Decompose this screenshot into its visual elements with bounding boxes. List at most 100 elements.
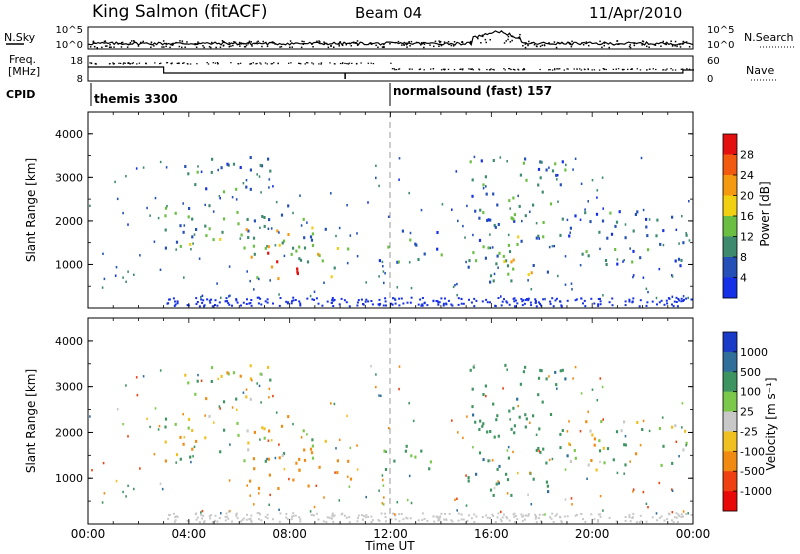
noise-search-point [450,44,453,47]
data-cell [505,516,508,518]
data-cell [299,302,302,305]
data-cell [417,303,420,306]
noise-search-point [311,43,313,45]
data-cell [378,489,380,492]
data-cell [574,365,577,369]
noise-tick-high-right: 10^5 [707,25,734,36]
data-cell [606,447,610,451]
nave-point [630,68,632,70]
data-cell [127,270,129,273]
data-cell [675,296,678,299]
data-cell [614,224,617,228]
data-cell [440,253,443,257]
data-cell [506,264,510,268]
data-cell [548,375,550,378]
data-cell [248,302,251,305]
data-cell [584,208,586,211]
data-cell [249,302,252,304]
data-cell [524,413,527,417]
nave-point [370,62,372,64]
data-cell [527,514,530,517]
noise-search-point [438,40,440,42]
noise-search-point [641,44,643,46]
data-cell [492,515,495,517]
noise-search-point [383,43,385,46]
data-cell [608,301,611,304]
data-cell [222,400,226,404]
noise-search-point [230,45,232,47]
nave-point [655,68,657,71]
noise-search-point [150,41,153,43]
data-cell [468,259,471,263]
velocity-colorbar-label: Velocity [m s⁻¹] [764,377,778,470]
data-cell [551,245,554,248]
data-cell [493,486,496,490]
data-cell [545,168,548,172]
data-cell [685,513,688,515]
data-cell [582,518,584,521]
noise-search-point [194,43,196,46]
data-cell [214,299,217,302]
data-cell [261,426,264,430]
data-cell [622,260,624,263]
data-cell [198,521,201,524]
nave-point [346,63,348,65]
data-cell [671,489,674,492]
cpid-row: CPID themis 3300 normalsound (fast) 157 [6,83,552,106]
data-cell [193,233,196,236]
data-cell [91,469,93,472]
data-cell [516,518,519,521]
data-cell [103,277,106,281]
data-cell [378,275,380,278]
data-cell [587,200,589,203]
data-cell [570,282,573,285]
data-cell [179,244,182,248]
data-cell [211,305,214,308]
colorbar-swatch [723,257,737,278]
nave-point [468,68,470,70]
data-cell [455,170,458,173]
data-cell [217,168,219,172]
nave-tick-low: 0 [707,74,713,85]
data-cell [258,384,261,388]
data-cell [236,301,239,304]
noise-search-point [350,45,352,47]
data-cell [475,259,478,263]
data-cell [482,187,485,190]
data-cell [486,219,489,222]
noise-search-point [409,45,411,47]
nave-point [256,62,258,65]
data-cell [549,516,552,519]
data-cell [210,170,213,174]
data-cell [493,223,496,227]
data-cell [680,258,683,262]
data-cell [218,517,221,519]
data-cell [506,368,508,371]
data-cell [187,381,190,385]
data-cell [561,160,564,164]
data-cell [563,515,566,518]
noise-search-point [243,42,245,45]
freq-unit-label: [MHz] [8,65,40,78]
data-cell [306,260,310,264]
data-cell [227,163,230,167]
data-cell [569,443,571,446]
data-cell [247,448,250,452]
data-cell [381,260,384,264]
data-cell [496,414,499,418]
data-cell [599,300,602,303]
noise-search-point [489,39,491,41]
data-cell [385,304,387,307]
data-cell [525,298,527,301]
data-cell [384,272,386,275]
colorbar-swatch [723,175,737,196]
data-cell [383,496,385,499]
data-cell [534,517,537,520]
data-cell [228,295,230,298]
data-cell [229,443,231,446]
data-cell [228,479,231,482]
data-cell [489,274,493,278]
data-cell [506,449,509,452]
data-cell [428,467,431,471]
